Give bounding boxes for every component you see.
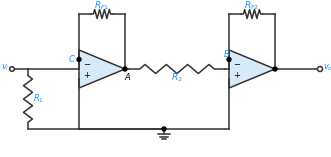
Circle shape xyxy=(317,67,322,71)
Text: $C$: $C$ xyxy=(68,53,76,64)
Circle shape xyxy=(123,67,127,71)
Text: $B$: $B$ xyxy=(223,48,231,59)
Circle shape xyxy=(77,57,81,62)
Text: $A$: $A$ xyxy=(124,70,132,81)
Text: $R_{F1}$: $R_{F1}$ xyxy=(94,0,110,12)
Text: $+$: $+$ xyxy=(233,70,241,80)
Circle shape xyxy=(162,127,166,131)
Text: $+$: $+$ xyxy=(83,70,91,80)
Text: $v_o$: $v_o$ xyxy=(323,63,331,73)
Polygon shape xyxy=(79,50,125,88)
Text: $-$: $-$ xyxy=(83,59,91,68)
Circle shape xyxy=(273,67,277,71)
Text: $R_1$: $R_1$ xyxy=(32,93,43,105)
Text: $R_2$: $R_2$ xyxy=(171,72,183,84)
Polygon shape xyxy=(229,50,275,88)
Circle shape xyxy=(10,67,14,71)
Circle shape xyxy=(227,57,231,62)
Text: $R_{F2}$: $R_{F2}$ xyxy=(244,0,260,12)
Text: $-$: $-$ xyxy=(233,59,241,68)
Text: $v_i$: $v_i$ xyxy=(1,63,9,73)
